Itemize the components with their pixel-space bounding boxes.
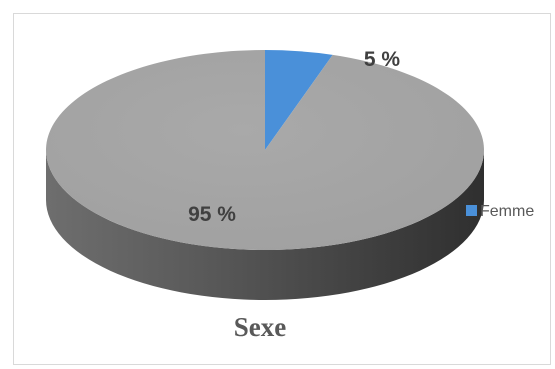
legend-label-femme: Femme xyxy=(480,203,535,220)
data-label-other: 95 % xyxy=(188,203,236,226)
legend-swatch-femme xyxy=(466,205,477,216)
pie-side-wall xyxy=(46,150,484,300)
chart-title: Sexe xyxy=(233,312,287,342)
data-label-femme: 5 % xyxy=(364,48,401,71)
pie-slice-other xyxy=(45,50,484,251)
pie-slice-femme xyxy=(265,50,333,150)
legend: Femme xyxy=(466,200,546,224)
